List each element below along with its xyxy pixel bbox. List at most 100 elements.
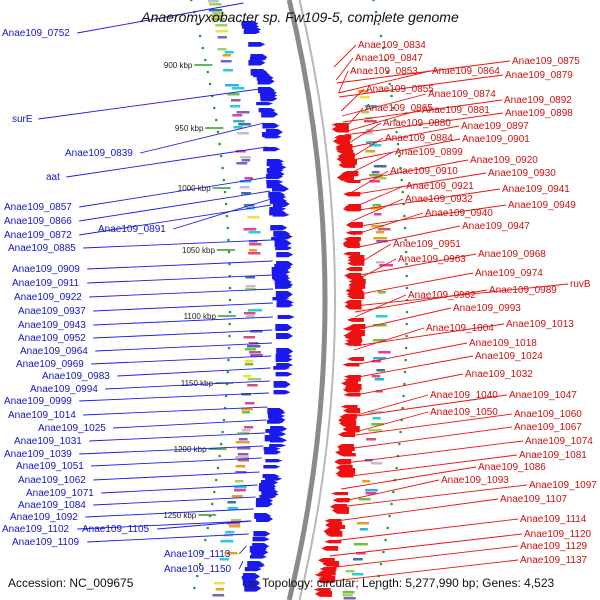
track-dot <box>227 238 230 242</box>
track-dot <box>201 550 205 554</box>
forward-gene-arrow <box>251 549 269 556</box>
left-label-leader <box>89 288 274 298</box>
left-label-leader <box>79 204 272 236</box>
reverse-gene-arrow <box>314 573 332 577</box>
feature-block <box>375 390 383 393</box>
feature-block <box>227 507 239 510</box>
right-gene-label: Anae109_0940 <box>425 208 493 219</box>
left-label-leader <box>87 274 273 284</box>
reverse-gene-arrow <box>332 138 350 145</box>
feature-block <box>234 480 244 483</box>
forward-gene-arrow <box>276 252 294 258</box>
track-dot <box>226 370 230 374</box>
right-gene-label: Anae109_1129 <box>520 541 588 552</box>
feature-block <box>237 459 249 462</box>
feature-block <box>365 150 376 153</box>
feature-block <box>220 60 232 63</box>
forward-gene-arrow <box>253 531 271 537</box>
forward-gene-arrow <box>261 111 279 118</box>
track-dot <box>377 22 380 26</box>
left-label-leader <box>105 380 270 390</box>
track-dot <box>403 382 406 386</box>
reverse-gene-arrow <box>345 339 363 343</box>
feature-block <box>239 180 252 183</box>
feature-block <box>357 90 369 93</box>
right-label-leader <box>352 198 404 222</box>
right-gene-label: Anae109_1086 <box>478 462 546 473</box>
left-gene-label: Anae109_0964 <box>20 346 88 357</box>
feature-block <box>345 570 355 573</box>
right-label-leader <box>342 99 503 123</box>
right-gene-label: Anae109_0949 <box>508 200 576 211</box>
left-gene-label: Anae109_0983 <box>42 371 110 382</box>
feature-block <box>248 249 258 252</box>
feature-block <box>231 495 243 498</box>
right-label-leader <box>347 411 429 435</box>
feature-block <box>248 309 262 312</box>
reverse-gene-arrow <box>343 393 361 397</box>
right-gene-label: Anae109_0963 <box>398 254 466 265</box>
track-dot <box>398 154 401 158</box>
feature-block <box>211 15 223 18</box>
feature-block <box>372 417 381 420</box>
left-gene-label: Anae109_0857 <box>4 202 72 213</box>
left-gene-label: Anae109_0943 <box>18 320 86 331</box>
right-gene-label: Anae109_1050 <box>430 407 498 418</box>
right-gene-label: Anae109_0941 <box>502 184 570 195</box>
left-gene-label: Anae109_0866 <box>4 216 72 227</box>
track-dot <box>405 262 408 266</box>
left-label-leader <box>89 432 265 442</box>
left-label-leader <box>83 239 272 249</box>
track-dot <box>403 226 407 230</box>
track-dot <box>198 34 202 38</box>
left-label-leader <box>93 496 256 506</box>
feature-block <box>247 345 261 348</box>
track-dot <box>398 442 401 446</box>
track-dot <box>390 502 393 506</box>
track-dot <box>219 154 223 158</box>
left-gene-label: Anae109_1039 <box>4 449 72 460</box>
feature-block <box>249 243 262 246</box>
forward-gene-arrow <box>259 495 277 499</box>
forward-gene-arrow <box>244 567 262 572</box>
forward-gene-arrow <box>266 174 284 180</box>
forward-gene-arrow <box>276 348 294 355</box>
feature-block <box>241 411 251 414</box>
left-gene-label: Anae109_0922 <box>14 292 82 303</box>
track-dot <box>201 46 205 50</box>
accession-label: Accession: NC_009675 <box>8 576 134 590</box>
feature-block <box>371 423 384 426</box>
feature-block <box>228 525 241 528</box>
track-dot <box>395 130 398 134</box>
forward-gene-arrow <box>244 585 262 592</box>
left-gene-label: Anae109_1014 <box>8 410 76 421</box>
right-gene-label: Anae109_0875 <box>512 56 580 67</box>
feature-block <box>241 429 251 432</box>
track-dot <box>388 514 391 518</box>
forward-gene-arrow <box>243 582 261 586</box>
left-label-leader <box>93 302 273 312</box>
left-label-leader <box>85 508 254 518</box>
right-label-leader <box>354 253 477 277</box>
left-label-leader <box>66 146 267 178</box>
feature-block <box>243 336 256 339</box>
forward-gene-arrow <box>264 450 282 455</box>
right-gene-label: Anae109_0881 <box>422 105 490 116</box>
track-dot <box>218 142 221 146</box>
feature-block <box>235 441 250 444</box>
feature-block <box>371 171 380 174</box>
reverse-gene-arrow <box>339 420 357 427</box>
track-dot <box>405 310 409 314</box>
right-gene-label: Anae109_1067 <box>514 422 582 433</box>
forward-gene-arrow <box>267 420 285 424</box>
right-gene-label: Anae109_0853 <box>350 66 418 77</box>
genome-summary: Topology: circular; Length: 5,277,990 bp… <box>262 576 555 590</box>
feature-block <box>240 156 251 159</box>
right-gene-label: Anae109_1047 <box>509 390 577 401</box>
right-gene-label: Anae109_0910 <box>390 166 458 177</box>
feature-block <box>247 216 260 219</box>
track-dot <box>405 274 409 278</box>
left-label-leader <box>93 471 260 481</box>
feature-block <box>373 237 387 240</box>
right-gene-label: Anae109_0989 <box>489 285 557 296</box>
